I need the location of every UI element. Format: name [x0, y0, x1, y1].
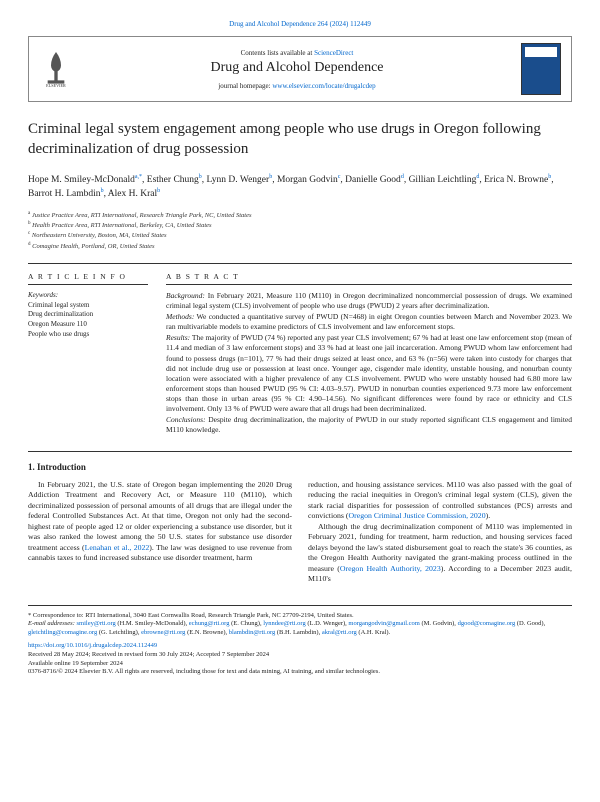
abstract-content: We conducted a quantitative survey of PW…	[166, 312, 572, 331]
author: Hope M. Smiley-McDonald	[28, 175, 135, 185]
affil-sup: b	[157, 188, 160, 194]
doi-link[interactable]: https://doi.org/10.1016/j.drugalcdep.202…	[28, 642, 572, 651]
keyword: People who use drugs	[28, 330, 148, 340]
abstract-label: Methods:	[166, 312, 194, 321]
abstract-heading: A B S T R A C T	[166, 272, 572, 285]
info-abstract-row: A R T I C L E I N F O Keywords: Criminal…	[28, 272, 572, 437]
correspondence: * Correspondence to: RTI International, …	[28, 612, 572, 621]
author: , Lynn D. Wenger	[202, 175, 269, 185]
affiliation: d Comagine Health, Portland, OR, United …	[28, 241, 572, 251]
contents-prefix: Contents lists available at	[241, 49, 315, 57]
abstract-label: Results:	[166, 333, 190, 342]
citation-link[interactable]: Oregon Criminal Justice Commission, 2020	[349, 511, 486, 520]
affil-sup: a,*	[135, 174, 142, 180]
author: , Alex H. Kral	[104, 190, 158, 200]
keyword: Drug decriminalization	[28, 310, 148, 320]
elsevier-logo: ELSEVIER	[39, 47, 73, 92]
article-info-heading: A R T I C L E I N F O	[28, 272, 148, 285]
keyword: Criminal legal system	[28, 301, 148, 311]
homepage-link[interactable]: www.elsevier.com/locate/drugalcdep	[272, 82, 375, 90]
authors-list: Hope M. Smiley-McDonalda,*, Esther Chung…	[28, 173, 572, 202]
abstract-content: The majority of PWUD (74 %) reported any…	[166, 333, 572, 413]
abstract-text: Background: In February 2021, Measure 11…	[166, 291, 572, 436]
keywords-block: Keywords: Criminal legal system Drug dec…	[28, 291, 148, 340]
divider	[28, 451, 572, 452]
dates: Received 28 May 2024; Received in revise…	[28, 651, 572, 660]
body-columns: In February 2021, the U.S. state of Oreg…	[28, 480, 572, 585]
citation-link[interactable]: Lenahan et al., 2022	[85, 543, 150, 552]
author: , Danielle Good	[340, 175, 400, 185]
author: , Morgan Godvin	[272, 175, 338, 185]
header-center: Contents lists available at ScienceDirec…	[83, 49, 511, 90]
introduction-heading: 1. Introduction	[28, 462, 572, 472]
body-text: In February 2021, the U.S. state of Oreg…	[28, 480, 292, 552]
divider	[28, 263, 572, 264]
emails: E-mail addresses: smiley@rti.org (H.M. S…	[28, 620, 572, 638]
author: , Erica N. Browne	[479, 175, 548, 185]
keyword: Oregon Measure 110	[28, 320, 148, 330]
affiliation: b Health Practice Area, RTI Internationa…	[28, 220, 572, 230]
sciencedirect-link[interactable]: ScienceDirect	[314, 49, 353, 57]
homepage-prefix: journal homepage:	[218, 82, 272, 90]
abstract-content: Despite drug decriminalization, the majo…	[166, 415, 572, 434]
svg-text:ELSEVIER: ELSEVIER	[46, 83, 66, 87]
paper-page: Drug and Alcohol Dependence 264 (2024) 1…	[0, 0, 600, 697]
journal-header: ELSEVIER Contents lists available at Sci…	[28, 36, 572, 102]
abstract-label: Conclusions:	[166, 415, 206, 424]
copyright: 0376-8716/© 2024 Elsevier B.V. All right…	[28, 668, 572, 677]
article-info-col: A R T I C L E I N F O Keywords: Criminal…	[28, 272, 148, 437]
journal-cover-thumbnail	[521, 43, 561, 95]
body-text: ).	[486, 511, 491, 520]
affiliation: a Justice Practice Area, RTI Internation…	[28, 210, 572, 220]
journal-name: Drug and Alcohol Dependence	[83, 60, 511, 76]
keywords-label: Keywords:	[28, 291, 148, 301]
body-col-right: reduction, and housing assistance servic…	[308, 480, 572, 585]
citation-link[interactable]: Oregon Health Authority, 2023	[340, 564, 441, 573]
author: , Esther Chung	[142, 175, 199, 185]
abstract-content: In February 2021, Measure 110 (M110) in …	[166, 291, 572, 310]
abstract-col: A B S T R A C T Background: In February …	[166, 272, 572, 437]
online-date: Available online 19 September 2024	[28, 660, 572, 669]
article-title: Criminal legal system engagement among p…	[28, 120, 572, 159]
contents-line: Contents lists available at ScienceDirec…	[83, 49, 511, 57]
homepage-line: journal homepage: www.elsevier.com/locat…	[83, 82, 511, 90]
footer: * Correspondence to: RTI International, …	[28, 605, 572, 677]
abstract-label: Background:	[166, 291, 205, 300]
author: , Gillian Leichtling	[404, 175, 477, 185]
affiliation: c Northeastern University, Boston, MA, U…	[28, 230, 572, 240]
journal-citation: Drug and Alcohol Dependence 264 (2024) 1…	[28, 20, 572, 28]
affiliations: a Justice Practice Area, RTI Internation…	[28, 210, 572, 251]
body-col-left: In February 2021, the U.S. state of Oreg…	[28, 480, 292, 585]
